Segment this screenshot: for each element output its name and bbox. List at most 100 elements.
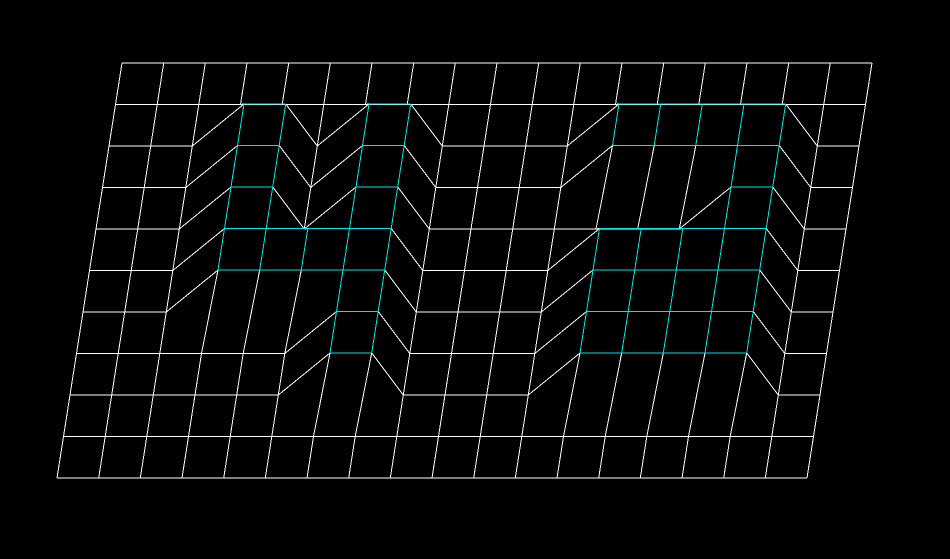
grid-edge	[349, 437, 356, 479]
grid-edge	[814, 395, 821, 437]
grid-edge	[109, 105, 116, 147]
grid-edge	[230, 395, 237, 437]
grid-edge	[567, 104, 619, 146]
grid-edge	[237, 354, 244, 396]
grid-edge	[779, 146, 811, 188]
grid-edge	[70, 354, 77, 396]
highlight-edge	[356, 146, 363, 188]
grid-edge	[279, 146, 311, 188]
grid-edge	[484, 105, 491, 147]
highlight-edge	[385, 229, 392, 271]
grid-edge	[140, 437, 147, 479]
grid-edge	[519, 146, 526, 188]
grid-edge	[407, 63, 414, 105]
highlight-edge	[404, 104, 411, 146]
grid-edge	[99, 437, 106, 479]
grid-edge	[786, 104, 818, 146]
grid-edge	[449, 63, 456, 105]
highlight-edge	[587, 270, 594, 312]
grid-edge	[638, 146, 655, 230]
grid-edge	[859, 105, 866, 147]
grid-edge	[548, 229, 555, 271]
highlight-edge	[225, 187, 232, 229]
grid-edge	[265, 437, 272, 479]
grid-edge	[785, 312, 792, 354]
grid-edge	[436, 146, 443, 188]
grid-edge	[311, 146, 363, 188]
grid-edge	[151, 105, 158, 147]
grid-edge	[131, 229, 138, 271]
grid-edge	[596, 229, 600, 230]
highlight-edge	[301, 229, 308, 271]
grid-edge	[535, 312, 587, 354]
grid-edge	[772, 395, 779, 437]
grid-edge	[118, 312, 125, 354]
grid-edge	[192, 105, 199, 147]
grid-edge	[778, 354, 785, 396]
grid-edge	[96, 188, 103, 230]
grid-edge	[285, 270, 302, 354]
grid-edge	[561, 146, 613, 188]
grid-edge	[465, 229, 472, 271]
grid-edge	[278, 354, 285, 396]
grid-edge	[105, 395, 112, 437]
highlight-edge	[773, 146, 780, 188]
grid-edge	[833, 271, 840, 313]
grid-edge	[182, 437, 189, 479]
grid-edge	[403, 354, 410, 396]
grid-edge	[564, 353, 581, 437]
grid-edge	[186, 146, 238, 188]
grid-edge	[285, 312, 337, 354]
grid-edge	[317, 104, 369, 146]
grid-edge	[385, 270, 417, 312]
highlight-edge	[663, 312, 670, 354]
grid-edge	[798, 229, 805, 271]
grid-edge	[160, 312, 167, 354]
grid-edge	[439, 395, 446, 437]
grid-edge	[458, 271, 465, 313]
grid-edge	[765, 437, 772, 479]
highlight-edge	[218, 229, 225, 271]
grid-edge	[471, 188, 478, 230]
grid-edge	[173, 229, 225, 271]
grid-edge	[179, 187, 231, 229]
grid-edge	[766, 229, 798, 271]
grid-edge	[753, 312, 785, 354]
grid-edge	[513, 188, 520, 230]
grid-edge	[840, 229, 847, 271]
grid-edge	[404, 146, 436, 188]
highlight-edge	[670, 270, 677, 312]
grid-edge	[311, 146, 318, 188]
grid-edge	[125, 271, 132, 313]
grid-edge	[372, 353, 404, 395]
grid-edge	[596, 146, 613, 230]
grid-edge	[243, 270, 260, 354]
grid-edge	[791, 271, 798, 313]
grid-edge	[535, 312, 542, 354]
highlight-edge	[779, 104, 786, 146]
grid-edge	[445, 354, 452, 396]
highlight-edge	[635, 229, 642, 271]
grid-edge	[241, 63, 248, 105]
grid-edge	[153, 354, 160, 396]
highlight-edge	[676, 229, 683, 271]
highlight-edge	[628, 270, 635, 312]
grid-edge	[853, 146, 860, 188]
grid-edge	[493, 312, 500, 354]
grid-edge	[532, 63, 539, 105]
highlight-edge	[363, 104, 370, 146]
grid-edge	[741, 63, 748, 105]
grid-edge	[157, 63, 164, 105]
grid-edge	[747, 353, 779, 395]
grid-edge	[278, 353, 330, 395]
grid-edge	[827, 312, 834, 354]
highlight-edge	[238, 104, 245, 146]
highlight-edge	[613, 104, 620, 146]
highlight-edge	[231, 146, 238, 188]
grid-edge	[282, 63, 289, 105]
grid-edge	[679, 146, 696, 230]
highlight-edge	[725, 187, 732, 229]
grid-edge	[410, 312, 417, 354]
grid-edge	[286, 104, 318, 146]
grid-edge	[173, 229, 180, 271]
